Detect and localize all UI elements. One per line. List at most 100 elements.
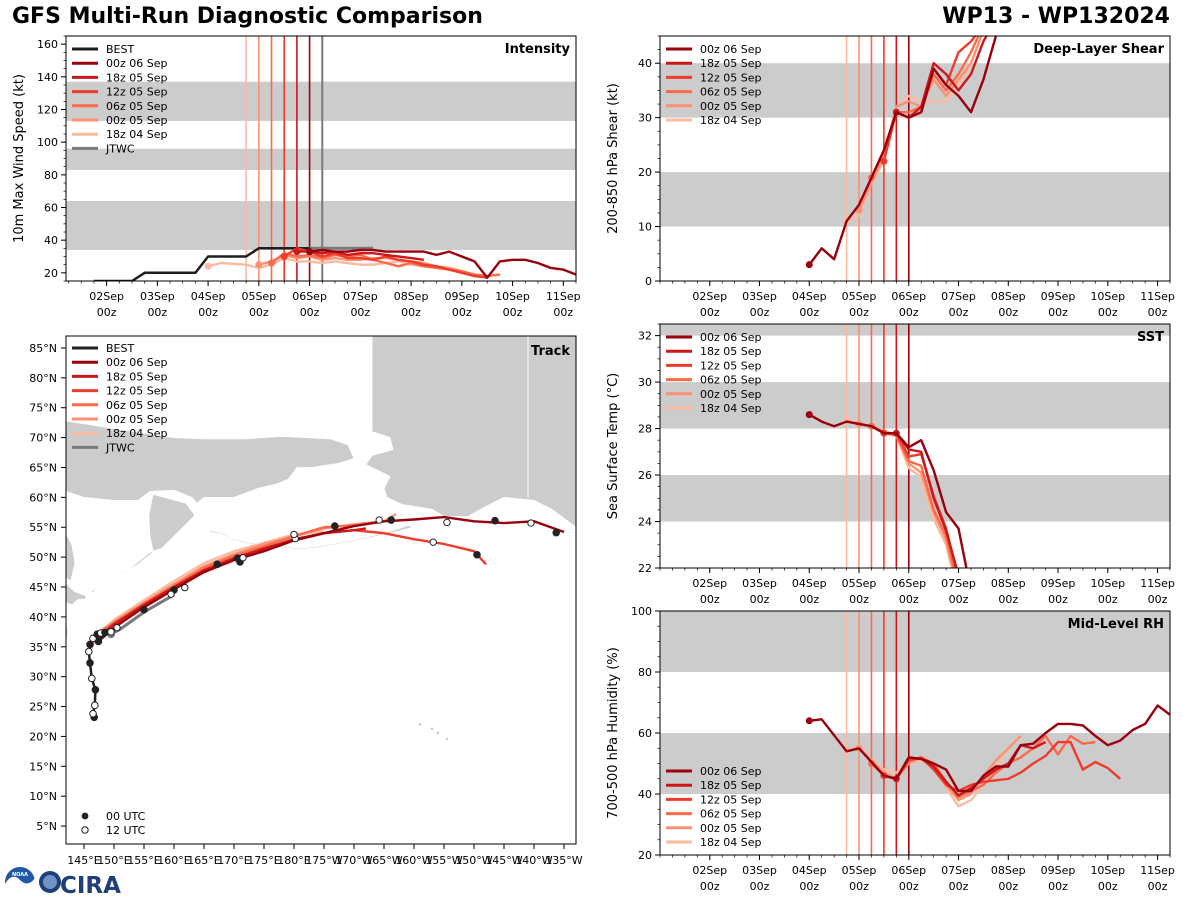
init-marker	[805, 717, 813, 725]
x-tick-label: 07Sep	[941, 290, 976, 303]
axes-frame	[65, 335, 577, 845]
intensity-band	[66, 81, 576, 121]
x-tick-label: 150°W	[455, 854, 492, 867]
x-tick-hour: 00z	[849, 880, 869, 893]
y-tick-label: 100	[631, 605, 652, 618]
x-tick-hour: 00z	[750, 593, 770, 606]
y-tick-label: 75°N	[29, 402, 57, 415]
x-tick-label: 155°E	[127, 854, 160, 867]
init-marker	[255, 261, 263, 269]
x-tick-label: 145°W	[485, 854, 522, 867]
x-tick-label: 11Sep	[1140, 290, 1175, 303]
x-tick-hour: 00z	[1148, 880, 1168, 893]
legend-label: 12z 05 Sep	[700, 359, 762, 372]
x-tick-label: 08Sep	[991, 864, 1026, 877]
land-mass	[66, 336, 355, 504]
y-tick-label: 40	[44, 234, 58, 247]
marker-00utc	[213, 560, 222, 569]
x-tick-hour: 00z	[1098, 880, 1118, 893]
intensity-band	[66, 200, 576, 250]
noaa-wave	[5, 876, 35, 899]
x-tick-label: 09Sep	[1041, 864, 1076, 877]
x-tick-label: 06Sep	[891, 864, 926, 877]
noaa-logo-text: NOAA	[12, 872, 28, 878]
intensity-band	[660, 611, 1170, 672]
legend-label: 12z 05 Sep	[700, 793, 762, 806]
y-tick-label: 20	[638, 849, 652, 862]
x-tick-hour: 00z	[998, 306, 1018, 319]
y-tick-label: 45°N	[29, 581, 57, 594]
marker-12utc	[527, 519, 535, 527]
legend-label: 00z 06 Sep	[106, 356, 168, 369]
panel-title: SST	[1137, 330, 1164, 345]
y-tick-label: 10°N	[29, 790, 57, 803]
y-tick-label: 50°N	[29, 551, 57, 564]
x-tick-label: 04Sep	[792, 864, 827, 877]
legend-label: 18z 05 Sep	[106, 370, 168, 383]
intensity-band	[660, 475, 1170, 522]
legend-label: BEST	[106, 342, 134, 355]
x-tick-hour: 00z	[949, 593, 969, 606]
marker-12utc	[167, 590, 175, 598]
plot-area	[660, 324, 1170, 568]
y-tick-label: 22	[638, 562, 652, 575]
page-title: GFS Multi-Run Diagnostic Comparison	[12, 4, 483, 29]
legend-label: 18z 04 Sep	[700, 402, 762, 415]
x-tick-label: 05Sep	[842, 290, 877, 303]
series-line	[283, 247, 488, 279]
y-tick-label: 26	[638, 469, 652, 482]
x-tick-hour: 00z	[700, 306, 720, 319]
series-line	[895, 36, 988, 119]
x-tick-label: 06Sep	[891, 290, 926, 303]
x-tick-label: 10Sep	[1090, 290, 1125, 303]
y-tick-label: 15°N	[29, 760, 57, 773]
legend-label: 18z 05 Sep	[700, 345, 762, 358]
y-tick-label: 60	[638, 727, 652, 740]
y-tick-label: 140	[37, 71, 58, 84]
x-tick-label: 08Sep	[394, 290, 429, 303]
x-tick-label: 155°W	[425, 854, 462, 867]
marker-legend-label: 00 UTC	[106, 810, 146, 823]
legend-label: JTWC	[105, 142, 135, 155]
y-axis-label: Sea Surface Temp (°C)	[606, 373, 621, 520]
init-marker	[306, 248, 314, 256]
x-tick-label: 06Sep	[292, 290, 327, 303]
intensity-band	[66, 148, 576, 170]
y-axis-label: 200-850 hPa Shear (kt)	[606, 83, 621, 234]
marker-12utc	[239, 554, 247, 562]
x-tick-label: 03Sep	[742, 577, 777, 590]
land-mass	[209, 525, 416, 550]
legend-label: 18z 04 Sep	[700, 836, 762, 849]
island	[436, 731, 440, 735]
x-tick-label: 10Sep	[1090, 864, 1125, 877]
x-tick-label: 165°E	[187, 854, 220, 867]
x-tick-label: 08Sep	[991, 290, 1026, 303]
x-tick-label: 150°E	[97, 854, 130, 867]
y-tick-label: 30	[638, 376, 652, 389]
x-tick-label: 04Sep	[792, 290, 827, 303]
x-tick-hour: 00z	[799, 880, 819, 893]
x-tick-label: 09Sep	[444, 290, 479, 303]
init-marker	[268, 259, 276, 267]
cira-logo-text: CIRA	[60, 873, 121, 899]
intensity-band	[660, 172, 1170, 227]
x-tick-hour: 00z	[998, 593, 1018, 606]
marker-legend-solid	[81, 812, 89, 820]
marker-00utc	[387, 516, 396, 524]
legend-label: JTWC	[105, 441, 135, 454]
legend-label: 06z 05 Sep	[106, 100, 168, 113]
y-axis-label: 700-500 hPa Humidity (%)	[606, 647, 621, 819]
x-tick-hour: 00z	[1048, 880, 1068, 893]
y-tick-label: 55°N	[29, 521, 57, 534]
land-mass	[66, 533, 76, 582]
track-line	[88, 530, 325, 654]
x-tick-hour: 00z	[553, 306, 573, 319]
marker-00utc	[473, 550, 481, 559]
x-tick-hour: 00z	[899, 306, 919, 319]
land-mass	[148, 493, 196, 552]
series-line	[296, 250, 424, 261]
y-tick-label: 10	[638, 221, 652, 234]
